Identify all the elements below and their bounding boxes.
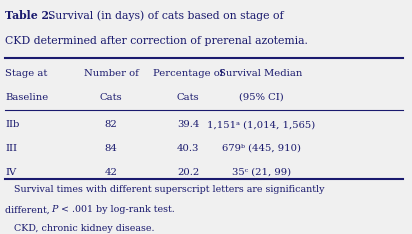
Text: 35ᶜ (21, 99): 35ᶜ (21, 99): [232, 168, 291, 177]
Text: Percentage of: Percentage of: [153, 69, 223, 78]
Text: CKD determined after correction of prerenal azotemia.: CKD determined after correction of prere…: [5, 36, 308, 46]
Text: Cats: Cats: [100, 93, 122, 102]
Text: IV: IV: [5, 168, 17, 177]
Text: 40.3: 40.3: [177, 144, 199, 153]
Text: IIb: IIb: [5, 121, 20, 129]
Text: Survival (in days) of cats based on stage of: Survival (in days) of cats based on stag…: [41, 10, 284, 21]
Text: Number of: Number of: [84, 69, 138, 78]
Text: < .001 by log-rank test.: < .001 by log-rank test.: [58, 205, 175, 214]
Text: Stage at: Stage at: [5, 69, 48, 78]
Text: 20.2: 20.2: [177, 168, 199, 177]
Text: Table 2.: Table 2.: [5, 10, 53, 21]
Text: (95% CI): (95% CI): [239, 93, 283, 102]
Text: 679ᵇ (445, 910): 679ᵇ (445, 910): [222, 144, 301, 153]
Text: 1,151ᵃ (1,014, 1,565): 1,151ᵃ (1,014, 1,565): [207, 121, 315, 129]
Text: Cats: Cats: [177, 93, 199, 102]
Text: Survival times with different superscript letters are significantly: Survival times with different superscrip…: [5, 185, 325, 194]
Text: Baseline: Baseline: [5, 93, 49, 102]
Text: CKD, chronic kidney disease.: CKD, chronic kidney disease.: [5, 224, 155, 233]
Text: 39.4: 39.4: [177, 121, 199, 129]
Text: III: III: [5, 144, 17, 153]
Text: P: P: [51, 205, 57, 214]
Text: 82: 82: [105, 121, 117, 129]
Text: 84: 84: [105, 144, 117, 153]
Text: Survival Median: Survival Median: [220, 69, 303, 78]
Text: different,: different,: [5, 205, 53, 214]
Text: 42: 42: [105, 168, 117, 177]
